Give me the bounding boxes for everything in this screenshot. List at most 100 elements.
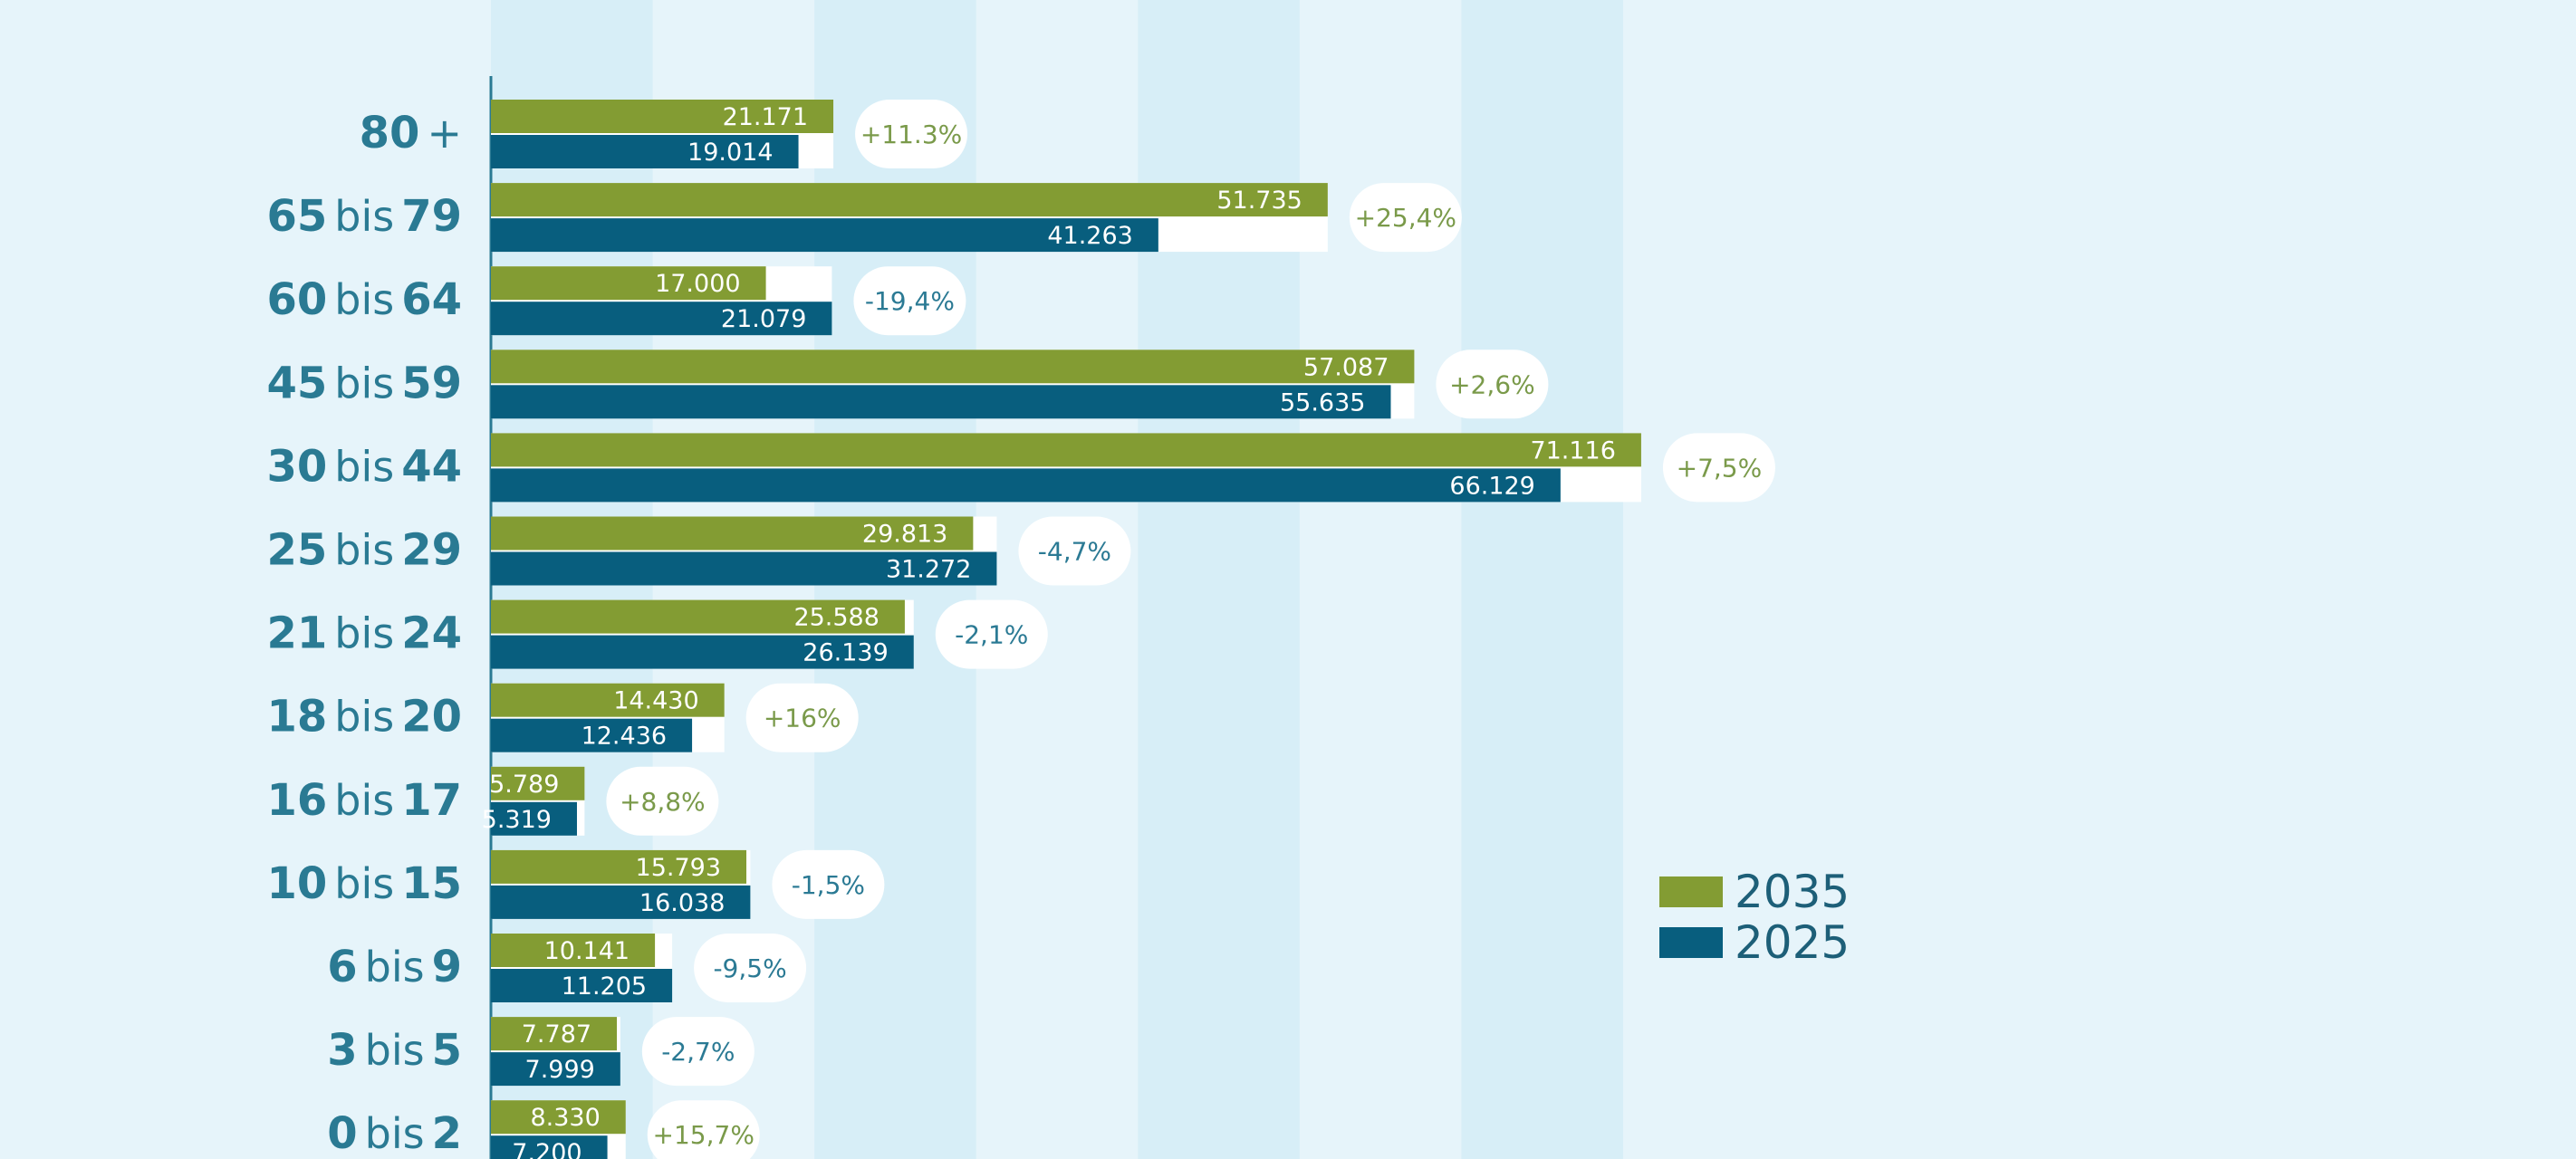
bar-2025 [491, 718, 693, 752]
bar-2035-value: 7.787 [522, 1020, 591, 1049]
change-percent: -2,1% [955, 620, 1028, 650]
age-group-label: 80 + [360, 108, 462, 158]
legend-swatch [1659, 927, 1723, 958]
age-group-label: 18 bis 20 [266, 692, 462, 742]
bar-2025-value: 19.014 [687, 139, 773, 167]
legend-swatch [1659, 876, 1723, 907]
change-percent: +2,6% [1449, 369, 1535, 399]
age-group-row: 30 bis 44 71.116 66.129 +7,5% [266, 433, 1775, 503]
bar-2025 [491, 969, 673, 1002]
age-group-label: 25 bis 29 [266, 525, 462, 576]
age-group-label: 3 bis 5 [327, 1025, 462, 1076]
change-percent: +7,5% [1677, 453, 1763, 483]
change-percent: +8,8% [620, 787, 706, 817]
change-pill [1018, 516, 1131, 586]
age-group-label: 21 bis 24 [266, 608, 462, 659]
bar-2025 [491, 302, 832, 336]
bar-2035-value: 15.793 [636, 854, 721, 882]
age-group-row: 18 bis 20 14.430 12.436 +16% [266, 683, 859, 752]
bar-2025 [491, 468, 1561, 503]
bar-2035 [491, 266, 766, 301]
legend-label: 2025 [1735, 916, 1850, 969]
bar-2025-value: 21.079 [721, 305, 806, 333]
change-percent: +11.3% [860, 120, 962, 149]
bar-2035 [491, 183, 1328, 217]
change-pill [641, 1017, 755, 1087]
age-group-label: 65 bis 79 [266, 191, 462, 242]
bar-2025 [491, 885, 751, 919]
age-group-row: 0 bis 2 8.330 7.200 +15,7% [327, 1100, 760, 1159]
bar-2025-value: 5.319 [482, 806, 552, 834]
age-group-row: 6 bis 9 10.141 11.205 -9,5% [327, 934, 807, 1002]
change-percent: +15,7% [653, 1120, 755, 1150]
age-group-row: 25 bis 29 29.813 31.272 -4,7% [266, 516, 1131, 586]
bar-2025-value: 55.635 [1280, 388, 1365, 417]
bar-2025 [491, 801, 577, 836]
bar-2035 [491, 766, 585, 800]
age-group-row: 21 bis 24 25.588 26.139 -2,1% [266, 599, 1048, 669]
bar-2025-value: 66.129 [1449, 472, 1534, 500]
bar-2035-value: 29.813 [862, 521, 947, 549]
bar-2025-value: 41.263 [1047, 222, 1132, 250]
change-percent: -4,7% [1038, 537, 1111, 567]
grid-band [1461, 0, 1623, 1159]
change-pill [606, 766, 719, 836]
change-percent: -2,7% [661, 1037, 735, 1067]
bar-2025-value: 7.999 [525, 1056, 595, 1084]
age-group-row: 60 bis 64 17.000 21.079 -19,4% [266, 266, 966, 336]
bar-rows: 80 + 21.171 19.014 +11.3% 65 bis 79 51.735 41.263… [266, 100, 1775, 1159]
change-percent: +16% [764, 704, 841, 733]
legend-item: 2025 [1659, 916, 1850, 969]
bar-2035-value: 25.588 [793, 604, 879, 632]
bar-2035 [491, 599, 905, 634]
bar-2025 [491, 135, 799, 168]
bar-2035 [491, 849, 747, 884]
age-group-row: 45 bis 59 57.087 55.635 +2,6% [266, 350, 1549, 419]
age-group-label: 6 bis 9 [327, 942, 462, 992]
bar-2025 [491, 551, 997, 586]
bar-2035-value: 21.171 [723, 103, 808, 131]
change-pill [772, 849, 885, 919]
bar-2025-value: 16.038 [639, 889, 725, 917]
age-group-row: 10 bis 15 15.793 16.038 -1,5% [266, 849, 885, 919]
age-group-label: 60 bis 64 [266, 274, 462, 325]
bar-2025 [491, 218, 1158, 253]
change-pill [853, 266, 966, 336]
change-pill [694, 934, 807, 1002]
change-percent: -19,4% [865, 286, 955, 316]
bar-2035-value: 57.087 [1303, 353, 1389, 381]
age-group-row: 16 bis 17 5.789 5.319 +8,8% [266, 766, 719, 836]
age-group-label: 45 bis 59 [266, 358, 462, 408]
age-group-row: 65 bis 79 51.735 41.263 +25,4% [266, 183, 1462, 253]
bar-2025 [491, 635, 914, 669]
change-percent: -1,5% [792, 870, 865, 900]
change-percent: -9,5% [713, 953, 786, 983]
bar-2035-value: 14.430 [613, 687, 698, 715]
bar-2035 [491, 350, 1415, 384]
bar-2035-value: 5.789 [489, 771, 559, 799]
bar-2035 [491, 1100, 626, 1135]
change-pill [1662, 433, 1775, 503]
change-pill [745, 683, 859, 752]
bar-2035 [491, 100, 834, 133]
grid-band [1138, 0, 1300, 1159]
age-group-row: 3 bis 5 7.787 7.999 -2,7% [327, 1017, 755, 1087]
bar-2035-value: 51.735 [1216, 187, 1302, 215]
change-pill [935, 599, 1048, 669]
age-group-label: 30 bis 44 [266, 441, 462, 492]
legend-label: 2035 [1735, 866, 1850, 918]
bar-2025-value: 12.436 [582, 723, 667, 751]
bar-2035 [491, 516, 974, 551]
change-pill [855, 100, 968, 168]
change-pill [1349, 183, 1462, 253]
age-group-row: 80 + 21.171 19.014 +11.3% [360, 100, 968, 168]
bar-2025-value: 11.205 [562, 972, 647, 1001]
bar-2035-value: 17.000 [655, 270, 740, 298]
legend-item: 2035 [1659, 866, 1850, 918]
change-pill [647, 1100, 760, 1159]
change-percent: +25,4% [1355, 203, 1456, 233]
bar-2025 [491, 1135, 608, 1159]
bar-2025-value: 31.272 [886, 556, 971, 584]
